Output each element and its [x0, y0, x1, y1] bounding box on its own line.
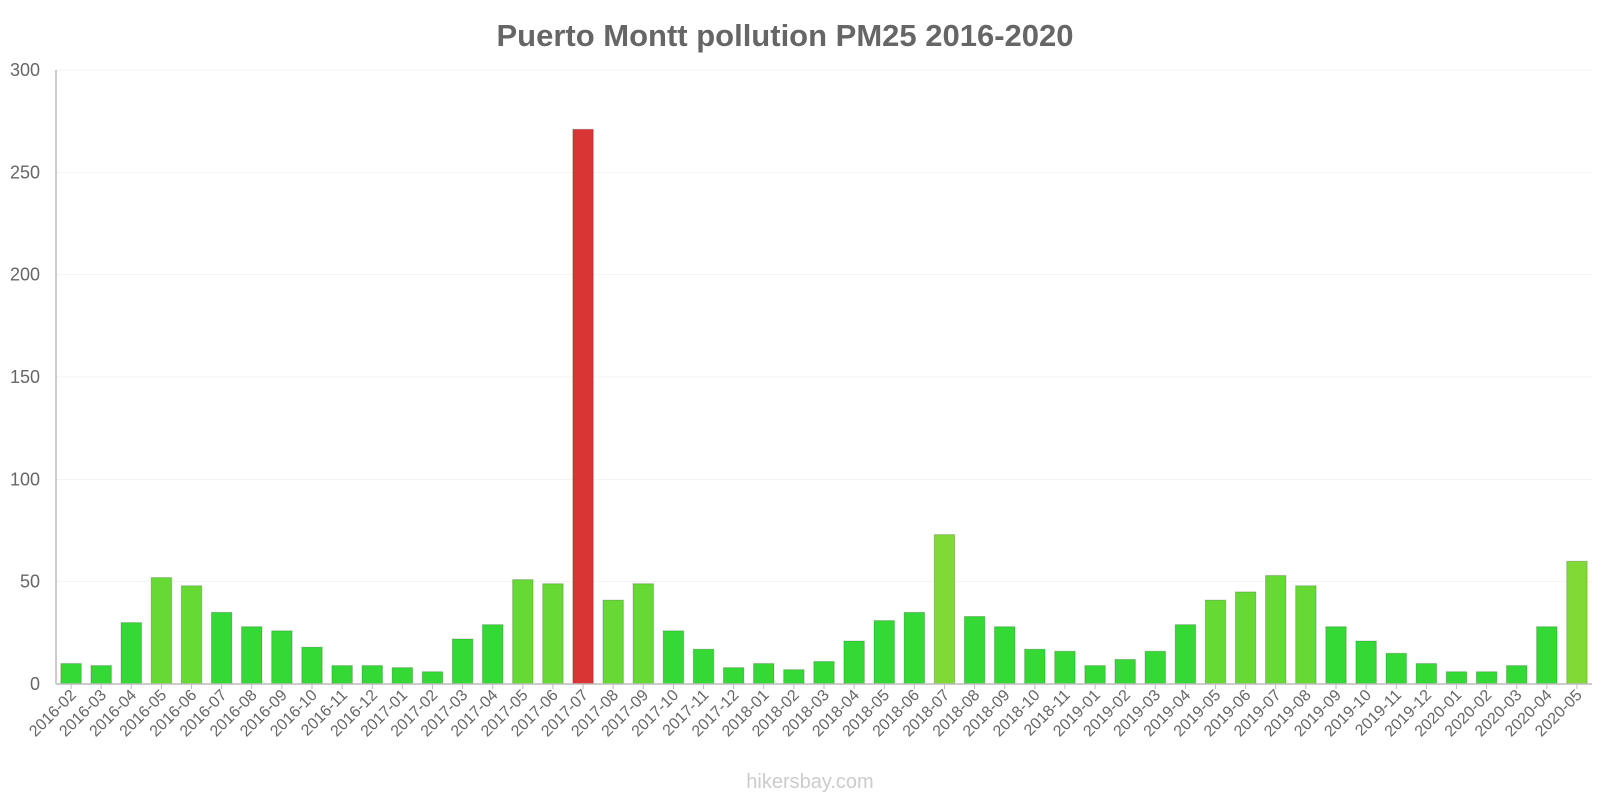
bar-2016-07 — [210, 611, 233, 685]
bar-2017-09 — [632, 583, 655, 685]
bar-2019-01 — [1084, 665, 1106, 685]
bar-2017-08 — [602, 599, 624, 685]
x-axis: 2016-022016-032016-042016-052016-062016-… — [26, 683, 1592, 740]
y-tick-label: 0 — [30, 674, 40, 694]
bar-2017-05 — [512, 579, 534, 685]
bar-2017-06 — [542, 583, 564, 685]
gridlines — [56, 69, 1592, 583]
bar-2018-10 — [1024, 648, 1046, 685]
y-axis: 0 50 100 150 200 250 300 — [10, 60, 57, 694]
bar-2018-05 — [873, 620, 895, 685]
bar-2019-12 — [1415, 663, 1438, 685]
bar-2020-02 — [1475, 671, 1498, 685]
y-tick-label: 100 — [10, 469, 40, 489]
bar-2017-03 — [451, 638, 474, 685]
bar-2018-02 — [783, 669, 805, 685]
bar-2018-03 — [813, 660, 835, 685]
y-tick-label: 300 — [10, 60, 40, 80]
y-tick-label: 200 — [10, 265, 40, 285]
bar-2019-04 — [1174, 624, 1197, 685]
bar-2018-06 — [903, 611, 926, 685]
bars — [60, 128, 1588, 685]
bar-2016-09 — [271, 630, 293, 685]
bar-2017-01 — [391, 667, 414, 685]
bar-2019-09 — [1325, 626, 1347, 685]
bar-2020-03 — [1505, 665, 1528, 685]
y-tick-label: 150 — [10, 367, 40, 387]
bar-2017-04 — [481, 624, 504, 685]
y-tick-label: 50 — [20, 572, 40, 592]
bar-2020-05 — [1566, 560, 1588, 685]
bar-2016-02 — [60, 663, 82, 685]
bar-2017-12 — [722, 667, 745, 685]
y-tick-label: 250 — [10, 162, 40, 182]
bar-2017-02 — [421, 671, 444, 685]
bar-2017-10 — [662, 630, 685, 685]
bar-2018-07 — [933, 534, 956, 685]
bar-2017-07 — [572, 128, 594, 685]
chart-title: Puerto Montt pollution PM25 2016-2020 — [496, 18, 1073, 53]
bar-2019-10 — [1355, 640, 1377, 685]
bar-2019-06 — [1234, 591, 1257, 685]
bar-2020-04 — [1536, 626, 1558, 685]
bar-2018-04 — [843, 640, 865, 685]
bar-2019-07 — [1265, 575, 1287, 685]
bar-2018-08 — [963, 615, 986, 685]
bar-2016-12 — [361, 665, 383, 685]
bar-2016-06 — [180, 585, 203, 685]
bar-2016-04 — [120, 622, 143, 685]
bar-2016-10 — [301, 646, 323, 685]
bar-2016-08 — [241, 626, 263, 685]
bar-2016-03 — [90, 665, 112, 685]
credit-label: hikersbay.com — [746, 771, 873, 793]
bar-2017-11 — [692, 648, 715, 685]
bar-2018-01 — [753, 663, 775, 685]
bar-2018-09 — [993, 626, 1016, 685]
bar-2020-01 — [1445, 671, 1468, 685]
bar-2019-02 — [1114, 658, 1136, 685]
bar-2019-05 — [1204, 599, 1227, 685]
bar-2019-11 — [1385, 652, 1407, 685]
bar-2018-11 — [1054, 650, 1076, 685]
bar-2016-05 — [150, 577, 173, 685]
bar-2016-11 — [331, 665, 353, 685]
bar-2019-03 — [1144, 650, 1167, 685]
bar-2019-08 — [1295, 585, 1317, 685]
